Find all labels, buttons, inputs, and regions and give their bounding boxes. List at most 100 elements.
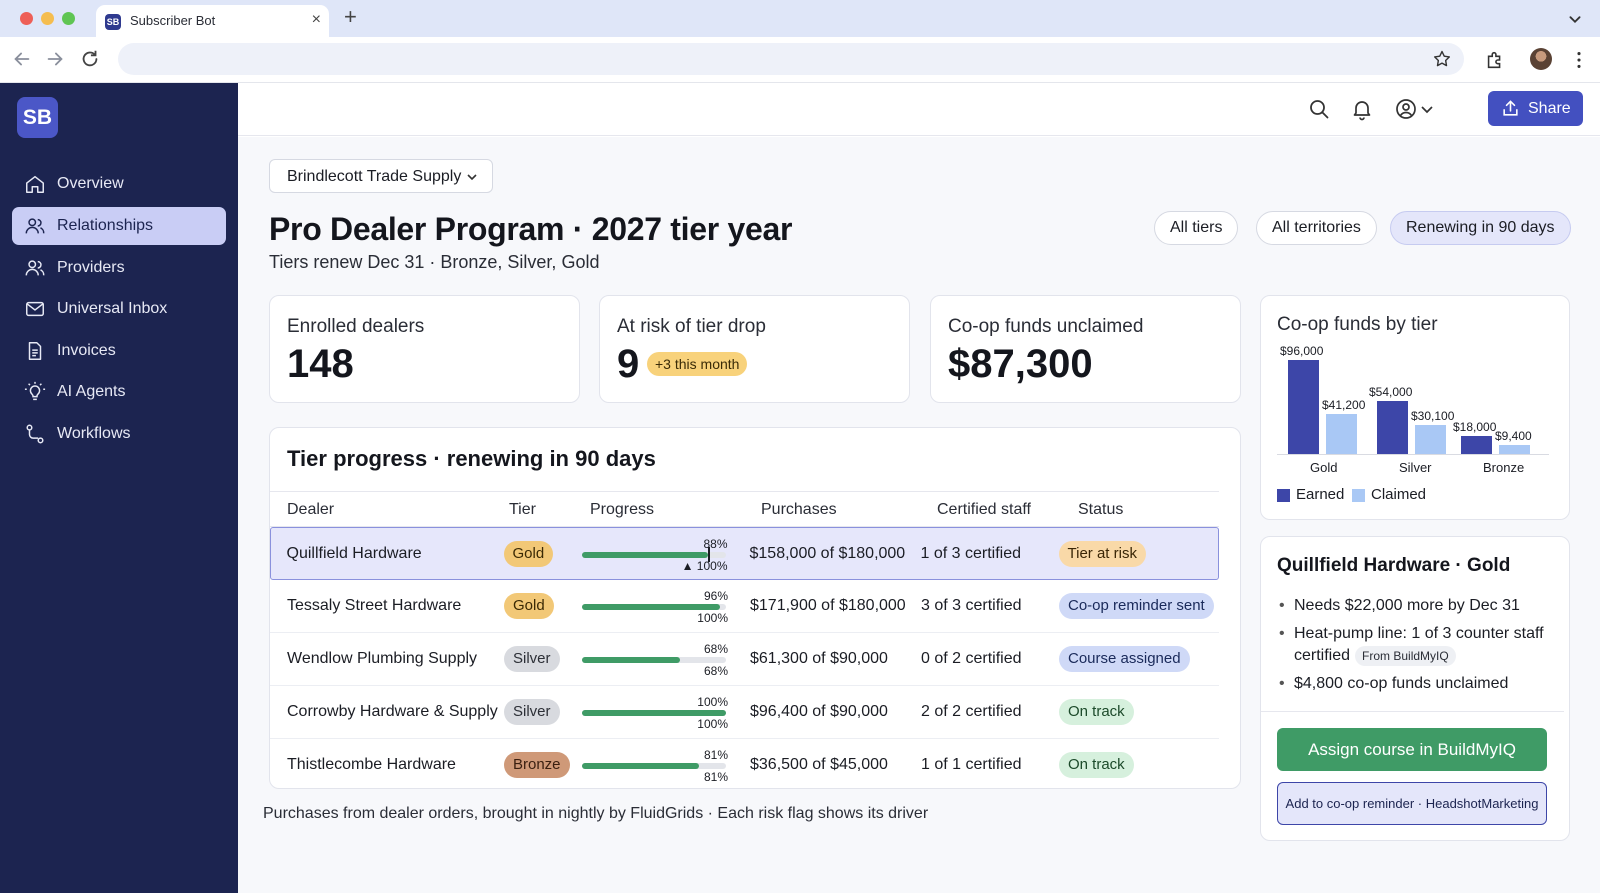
- filter-renewing-90-days[interactable]: Renewing in 90 days: [1390, 211, 1571, 245]
- chevron-down-icon[interactable]: [1420, 97, 1434, 121]
- page-subtitle: Tiers renew Dec 31 · Bronze, Silver, Gol…: [269, 252, 600, 272]
- table-row[interactable]: Tessaly Street Hardware Gold 96% 100% $171,9…: [270, 580, 1219, 633]
- table-row[interactable]: Quillfield Hardware Gold 88% ▲ 100% $158,000…: [270, 527, 1219, 580]
- progress-target: 100%: [697, 611, 728, 625]
- progress-percent: 96%: [703, 589, 728, 603]
- sidebar-item-invoices[interactable]: Invoices: [12, 332, 226, 370]
- account-icon[interactable]: [1394, 97, 1418, 121]
- category-label: Bronze: [1483, 460, 1525, 475]
- progress-target: 81%: [703, 770, 728, 784]
- purchases: $36,500 of $45,000: [750, 756, 888, 773]
- bar-earned-silver[interactable]: [1377, 401, 1408, 454]
- browser-profile-avatar[interactable]: [1530, 48, 1552, 70]
- detail-bullet: Heat-pump line: 1 of 3 counter staff cer…: [1277, 623, 1547, 667]
- legend-swatch: [1352, 489, 1365, 502]
- tab-search-chevron-icon[interactable]: [1564, 8, 1586, 30]
- sidebar: SB Overview Relationships Providers Univ…: [0, 83, 238, 893]
- column-header[interactable]: Tier: [509, 501, 536, 518]
- extensions-puzzle-icon[interactable]: [1484, 49, 1506, 71]
- bar-claimed-bronze[interactable]: [1499, 445, 1530, 454]
- tab-close-icon[interactable]: ×: [311, 11, 321, 28]
- category-label: Silver: [1399, 460, 1432, 475]
- bell-icon[interactable]: [1350, 97, 1374, 121]
- table-row[interactable]: Wendlow Plumbing Supply Silver 68% 68% $61,3…: [270, 633, 1219, 686]
- dealer-name: Quillfield Hardware: [286, 545, 422, 562]
- forward-arrow-icon[interactable]: [44, 48, 66, 70]
- tier-badge: Silver: [504, 646, 560, 672]
- table-row[interactable]: Thistlecombe Hardware Bronze 81% 81% $36,500…: [270, 739, 1219, 792]
- bar-earned-bronze[interactable]: [1461, 436, 1492, 454]
- stat-card-enrolled: Enrolled dealers 148: [269, 295, 580, 403]
- sidebar-item-relationships[interactable]: Relationships: [12, 207, 226, 245]
- progress-target: 68%: [703, 664, 728, 678]
- brand-logo[interactable]: SB: [17, 97, 58, 138]
- filter-all-tiers[interactable]: All tiers: [1154, 211, 1239, 245]
- browser-tab[interactable]: SB Subscriber Bot ×: [96, 5, 329, 37]
- assign-course-button[interactable]: Assign course in BuildMyIQ: [1277, 728, 1547, 771]
- progress-fill: [582, 657, 680, 663]
- sidebar-item-providers[interactable]: Providers: [12, 249, 226, 287]
- add-coop-reminder-button[interactable]: Add to co-op reminder · HeadshotMarketin…: [1277, 782, 1547, 825]
- detail-bullet: $4,800 co-op funds unclaimed: [1277, 673, 1547, 695]
- column-header[interactable]: Status: [1078, 501, 1124, 518]
- sidebar-item-label: Universal Inbox: [57, 300, 168, 317]
- status-badge: Tier at risk: [1058, 541, 1146, 567]
- sidebar-item-universal-inbox[interactable]: Universal Inbox: [12, 290, 226, 328]
- status-badge: Co-op reminder sent: [1059, 593, 1214, 619]
- progress-bar: 88% ▲ 100%: [581, 537, 728, 573]
- filter-all-territories[interactable]: All territories: [1256, 211, 1377, 245]
- detail-title: Quillfield Hardware · Gold: [1277, 555, 1511, 576]
- bar-claimed-gold[interactable]: [1326, 414, 1357, 454]
- search-icon[interactable]: [1307, 97, 1331, 121]
- chevron-down-icon: [467, 174, 477, 181]
- stat-value: $87,300: [948, 342, 1093, 386]
- bar-value-label: $18,000: [1453, 420, 1497, 434]
- sidebar-item-overview[interactable]: Overview: [12, 165, 226, 203]
- progress-bar: 96% 100%: [582, 589, 728, 625]
- progress-percent: 88%: [703, 537, 728, 551]
- sidebar-item-workflows[interactable]: Workflows: [12, 415, 226, 453]
- coop-funds-chart-card: Co-op funds by tier $96,000 $41,200 Gold $5…: [1260, 295, 1570, 520]
- bar-value-label: $30,100: [1411, 409, 1455, 423]
- bookmark-star-icon[interactable]: [1432, 49, 1452, 69]
- progress-target-marker: [708, 547, 711, 562]
- progress-fill: [581, 552, 709, 558]
- browser-menu-icon[interactable]: [1568, 49, 1590, 71]
- minimize-window-button[interactable]: [41, 12, 54, 25]
- source-tag: From BuildMyIQ: [1355, 646, 1456, 666]
- certified-staff: 3 of 3 certified: [921, 597, 1022, 614]
- progress-track: [582, 763, 726, 769]
- table-row[interactable]: Corrowby Hardware & Supply Silver 100% 100%…: [270, 686, 1219, 739]
- reload-icon[interactable]: [79, 48, 101, 70]
- certified-staff: 2 of 2 certified: [921, 703, 1022, 720]
- tab-title: Subscriber Bot: [130, 13, 216, 28]
- address-bar[interactable]: [118, 43, 1464, 75]
- column-header[interactable]: Certified staff: [937, 501, 1031, 518]
- progress-bar: 68% 68%: [582, 642, 728, 678]
- sidebar-item-label: Providers: [57, 259, 125, 276]
- bar-claimed-silver[interactable]: [1415, 425, 1446, 454]
- column-header[interactable]: Progress: [590, 501, 655, 518]
- progress-track: [581, 552, 726, 558]
- main-content: Brindlecott Trade Supply Pro Dealer Prog…: [238, 137, 1600, 893]
- browser-tab-bar: SB Subscriber Bot × +: [0, 0, 1600, 37]
- column-header[interactable]: Purchases: [761, 501, 837, 518]
- back-arrow-icon[interactable]: [11, 48, 33, 70]
- share-button[interactable]: Share: [1488, 91, 1583, 126]
- bar-earned-gold[interactable]: [1288, 360, 1319, 454]
- sidebar-item-label: Workflows: [57, 425, 131, 442]
- new-tab-button[interactable]: +: [344, 4, 357, 29]
- dealer-name: Tessaly Street Hardware: [287, 597, 462, 614]
- maximize-window-button[interactable]: [62, 12, 75, 25]
- purchases: $96,400 of $90,000: [750, 703, 888, 720]
- detail-bullet-text: Heat-pump line: 1 of 3 counter staff cer…: [1294, 625, 1544, 664]
- sidebar-item-ai-agents[interactable]: AI Agents: [12, 373, 226, 411]
- purchases: $61,300 of $90,000: [750, 650, 888, 667]
- status-badge: On track: [1059, 752, 1134, 778]
- close-window-button[interactable]: [20, 12, 33, 25]
- org-select[interactable]: Brindlecott Trade Supply: [269, 159, 493, 193]
- progress-track: [582, 710, 726, 716]
- progress-bar: 81% 81%: [582, 748, 728, 784]
- column-header[interactable]: Dealer: [287, 501, 335, 518]
- detail-bullet: Needs $22,000 more by Dec 31: [1277, 595, 1547, 617]
